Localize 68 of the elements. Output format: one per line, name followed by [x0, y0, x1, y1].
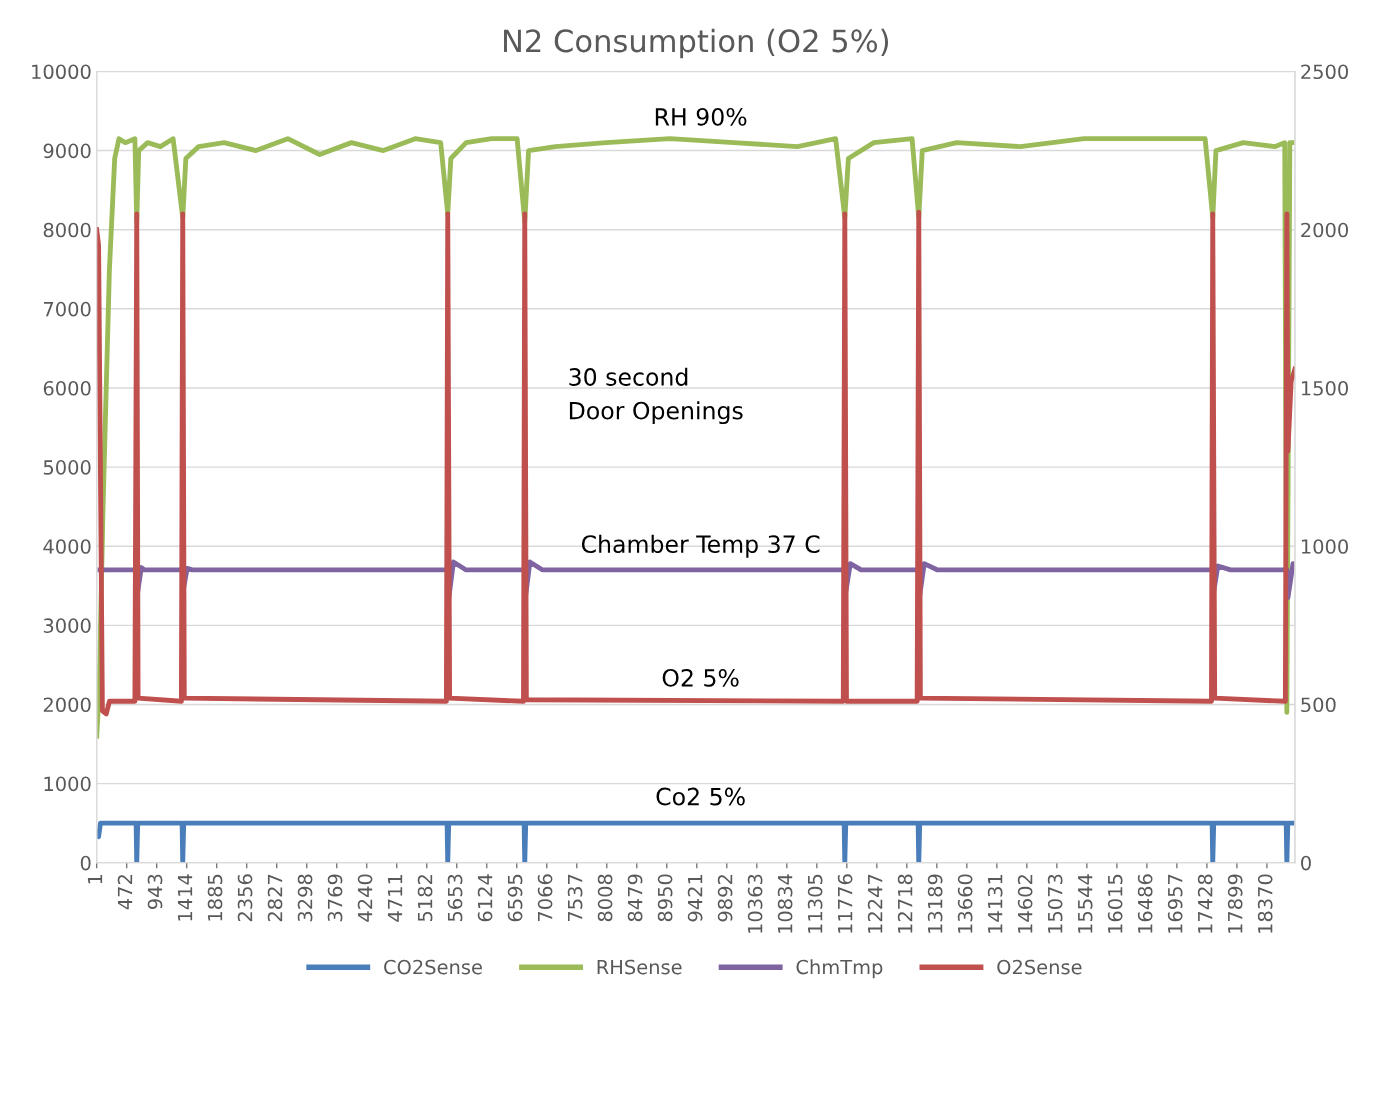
y-tick-label: 8000: [43, 222, 91, 238]
x-tick-label: 4240: [357, 874, 373, 922]
x-tick-label: 8479: [627, 874, 643, 922]
legend-label: CO2Sense: [384, 959, 482, 975]
x-tick-label: 15544: [1078, 874, 1093, 933]
legend-label: RHSense: [597, 959, 682, 975]
y2-tick-label: 2000: [1301, 222, 1348, 238]
x-tick-label: 9421: [687, 874, 703, 922]
x-tick-label: 17428: [1197, 874, 1213, 933]
y-tick-label: 6000: [43, 380, 91, 396]
x-tick-label: 3769: [327, 874, 343, 922]
x-tick-label: 1: [87, 874, 103, 884]
y2-tick-label: 500: [1301, 697, 1336, 713]
x-tick-label: 16015: [1107, 874, 1123, 933]
x-tick-label: 1414: [177, 874, 193, 921]
x-tick-label: 17899: [1227, 874, 1243, 933]
x-tick-label: 7066: [537, 874, 553, 922]
x-tick-label: 12247: [867, 874, 883, 933]
line-series: [96, 209, 1295, 717]
y-tick-label: 10000: [32, 64, 91, 80]
y-tick-label: 9000: [43, 143, 91, 159]
x-tick-label: 5653: [447, 874, 463, 922]
x-tick-label: 1885: [207, 874, 223, 921]
chart-title: N2 Consumption (O2 5%): [504, 28, 889, 59]
y-tick-label: 7000: [43, 301, 91, 317]
y2-tick-label: 1000: [1301, 539, 1348, 554]
x-tick-label: 10834: [777, 874, 793, 933]
legend-label: ChmTmp: [796, 959, 883, 979]
annotation: 30 second Door Openings: [569, 367, 743, 425]
x-tick-label: 6595: [507, 874, 523, 922]
x-tick-label: 18370: [1257, 874, 1273, 933]
annotation: Chamber Temp 37 C: [581, 534, 820, 558]
y-tick-label: 0: [80, 855, 91, 871]
x-tick-label: 14131: [987, 874, 1003, 933]
x-tick-label: 13660: [957, 874, 973, 933]
x-tick-label: 10363: [747, 874, 763, 933]
y-tick-label: 4000: [43, 539, 91, 554]
x-tick-label: 2356: [237, 874, 253, 922]
x-tick-label: 3298: [297, 874, 313, 922]
y-tick-label: 3000: [43, 618, 91, 633]
annotation: Co2 5%: [656, 787, 745, 806]
x-tick-label: 6124: [477, 874, 493, 922]
x-tick-label: 9892: [717, 875, 733, 922]
annotation: O2 5%: [662, 668, 739, 687]
x-tick-label: 13189: [927, 874, 943, 933]
x-tick-label: 8950: [657, 874, 673, 922]
x-tick-label: 16486: [1137, 874, 1153, 933]
y2-tick-label: 0: [1301, 855, 1311, 871]
x-tick-label: 8008: [597, 874, 613, 922]
y-tick-label: 5000: [43, 460, 91, 475]
x-tick-label: 12718: [897, 874, 913, 933]
x-tick-label: 5182: [417, 875, 433, 922]
x-tick-label: 15073: [1047, 874, 1063, 933]
y2-tick-label: 1500: [1301, 380, 1348, 396]
x-tick-label: 7537: [567, 874, 583, 922]
legend-label: O2Sense: [997, 959, 1082, 975]
x-tick-label: 472: [117, 875, 133, 910]
y-tick-label: 2000: [43, 697, 91, 713]
annotation: RH 90%: [655, 107, 747, 126]
x-tick-label: 2827: [267, 874, 283, 922]
x-tick-label: 14602: [1017, 875, 1033, 933]
x-tick-label: 16957: [1167, 874, 1183, 933]
x-tick-label: 943: [147, 874, 163, 910]
y-tick-label: 1000: [44, 776, 91, 792]
x-tick-label: 11776: [837, 874, 853, 933]
x-tick-label: 11305: [807, 874, 823, 933]
x-tick-label: 4711: [387, 874, 403, 922]
y2-tick-label: 2500: [1301, 64, 1348, 80]
